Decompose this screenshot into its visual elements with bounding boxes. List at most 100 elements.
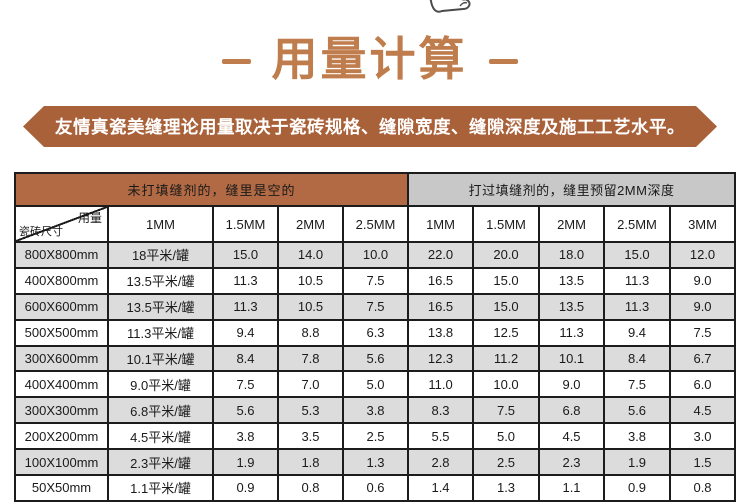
usage-value-cell: 4.5 — [669, 396, 737, 425]
group-header-prefilled: 打过填缝剂的，缝里预留2MM深度 — [407, 172, 737, 207]
mm-column-header: 1MM — [107, 205, 214, 243]
usage-value-cell: 1.1 — [538, 474, 606, 502]
usage-value-cell: 13.5平米/罐 — [107, 266, 214, 295]
mm-column-header: 2MM — [538, 205, 606, 243]
usage-value-cell: 2.5 — [472, 448, 541, 477]
title-dash-left — [221, 58, 251, 64]
mm-column-header: 1.5MM — [212, 205, 279, 243]
column-header-row: 用量 瓷砖尺寸 1MM 1.5MM 2MM 2.5MM 1MM 1.5MM 2M… — [14, 205, 737, 243]
usage-value-cell: 7.5 — [669, 318, 737, 347]
usage-value-cell: 7.5 — [472, 396, 541, 425]
usage-value-cell: 5.0 — [472, 422, 541, 451]
usage-value-cell: 15.0 — [212, 241, 279, 269]
usage-value-cell: 11.3 — [603, 292, 672, 321]
tile-size-cell: 300X300mm — [14, 396, 109, 425]
usage-value-cell: 20.0 — [472, 241, 541, 269]
table-row: 300X600mm 10.1平米/罐 8.4 7.8 5.6 12.3 11.2 10.1 8.… — [14, 344, 737, 373]
tile-size-cell: 200X200mm — [14, 422, 109, 451]
usage-value-cell: 2.5 — [341, 422, 410, 451]
usage-value-cell: 11.0 — [407, 370, 475, 399]
usage-value-cell: 22.0 — [407, 241, 475, 269]
usage-value-cell: 1.3 — [341, 448, 410, 477]
title-row: 用量计算 — [0, 28, 739, 90]
usage-value-cell: 5.0 — [341, 370, 410, 399]
usage-value-cell: 9.0 — [669, 292, 737, 321]
usage-value-cell: 14.0 — [277, 241, 344, 269]
tile-size-cell: 800X800mm — [14, 241, 109, 269]
title-dash-right — [488, 58, 518, 64]
usage-value-cell: 10.0 — [341, 241, 410, 269]
usage-value-cell: 11.3 — [538, 318, 606, 347]
usage-value-cell: 0.6 — [341, 474, 410, 502]
corner-header-cell: 用量 瓷砖尺寸 — [14, 205, 109, 243]
group-header-row: 未打填缝剂的，缝里是空的 打过填缝剂的，缝里预留2MM深度 — [13, 172, 737, 207]
usage-value-cell: 11.2 — [472, 344, 541, 373]
tile-size-cell: 50X50mm — [14, 474, 109, 502]
usage-value-cell: 12.5 — [472, 318, 541, 347]
mm-column-header: 2.5MM — [341, 205, 410, 243]
usage-value-cell: 0.8 — [277, 474, 344, 502]
usage-value-cell: 11.3 — [212, 266, 279, 295]
usage-value-cell: 9.0 — [538, 370, 606, 399]
usage-value-cell: 7.8 — [277, 344, 344, 373]
page-title: 用量计算 — [271, 33, 468, 85]
usage-value-cell: 10.1 — [538, 344, 606, 373]
usage-value-cell: 8.3 — [407, 396, 475, 425]
usage-value-cell: 4.5平米/罐 — [107, 422, 214, 451]
usage-value-cell: 1.5 — [669, 448, 737, 477]
usage-value-cell: 0.9 — [603, 474, 672, 502]
usage-value-cell: 9.0 — [669, 266, 737, 295]
usage-value-cell: 15.0 — [472, 266, 541, 295]
intro-banner: 友情真瓷美缝理论用量取决于瓷砖规格、缝隙宽度、缝隙深度及施工工艺水平。 — [23, 106, 717, 147]
tile-size-cell: 600X600mm — [14, 292, 109, 321]
table-row: 600X600mm 13.5平米/罐 11.3 10.5 7.5 16.5 15.0 13.5… — [14, 292, 737, 321]
table-row: 800X800mm 18平米/罐 15.0 14.0 10.0 22.0 20.0 18.0 1… — [14, 241, 737, 269]
usage-value-cell: 10.5 — [277, 266, 344, 295]
usage-value-cell: 3.5 — [277, 422, 344, 451]
table-row: 50X50mm 1.1平米/罐 0.9 0.8 0.6 1.4 1.3 1.1 0.9 0.8 — [14, 474, 737, 502]
hand-sketch-icon — [429, 0, 471, 13]
tile-size-cell: 100X100mm — [14, 448, 109, 477]
usage-value-cell: 7.5 — [341, 266, 410, 295]
usage-value-cell: 16.5 — [407, 266, 475, 295]
table-row: 500X500mm 11.3平米/罐 9.4 8.8 6.3 13.8 12.5 11.3 9.… — [14, 318, 737, 347]
usage-value-cell: 5.6 — [603, 396, 672, 425]
tile-size-cell: 400X400mm — [14, 370, 109, 399]
usage-value-cell: 16.5 — [407, 292, 475, 321]
usage-value-cell: 13.5 — [538, 266, 606, 295]
usage-value-cell: 6.0 — [669, 370, 737, 399]
usage-value-cell: 10.5 — [277, 292, 344, 321]
usage-value-cell: 3.8 — [341, 396, 410, 425]
tile-size-cell: 500X500mm — [14, 318, 109, 347]
usage-table: 未打填缝剂的，缝里是空的 打过填缝剂的，缝里预留2MM深度 用量 瓷砖尺寸 1M… — [13, 172, 737, 502]
usage-value-cell: 6.8平米/罐 — [107, 396, 214, 425]
usage-value-cell: 2.3 — [538, 448, 606, 477]
usage-value-cell: 13.8 — [407, 318, 475, 347]
usage-value-cell: 2.3平米/罐 — [107, 448, 214, 477]
usage-value-cell: 3.8 — [212, 422, 279, 451]
group-header-unfilled: 未打填缝剂的，缝里是空的 — [13, 172, 410, 207]
usage-value-cell: 8.4 — [603, 344, 672, 373]
mm-column-header: 3MM — [669, 205, 737, 243]
usage-value-cell: 10.0 — [472, 370, 541, 399]
usage-value-cell: 0.9 — [212, 474, 279, 502]
usage-value-cell: 1.9 — [212, 448, 279, 477]
table-row: 200X200mm 4.5平米/罐 3.8 3.5 2.5 5.5 5.0 4.5 3.8 3.0 — [14, 422, 737, 451]
mm-column-header: 1.5MM — [472, 205, 541, 243]
mm-column-header: 2MM — [277, 205, 344, 243]
usage-value-cell: 2.8 — [407, 448, 475, 477]
usage-value-cell: 5.6 — [341, 344, 410, 373]
table-row: 100X100mm 2.3平米/罐 1.9 1.8 1.3 2.8 2.5 2.3 1.9 1.5 — [14, 448, 737, 477]
intro-banner-text: 友情真瓷美缝理论用量取决于瓷砖规格、缝隙宽度、缝隙深度及施工工艺水平。 — [55, 117, 685, 137]
table-row: 400X400mm 9.0平米/罐 7.5 7.0 5.0 11.0 10.0 9.0 7.5 6… — [14, 370, 737, 399]
usage-value-cell: 3.8 — [603, 422, 672, 451]
usage-value-cell: 18平米/罐 — [107, 241, 214, 269]
usage-value-cell: 18.0 — [538, 241, 606, 269]
usage-value-cell: 6.3 — [341, 318, 410, 347]
tile-size-cell: 400X800mm — [14, 266, 109, 295]
usage-value-cell: 13.5平米/罐 — [107, 292, 214, 321]
usage-value-cell: 13.5 — [538, 292, 606, 321]
usage-value-cell: 7.5 — [341, 292, 410, 321]
table-body: 800X800mm 18平米/罐 15.0 14.0 10.0 22.0 20.0 18.0 1… — [14, 241, 737, 502]
usage-value-cell: 7.5 — [212, 370, 279, 399]
